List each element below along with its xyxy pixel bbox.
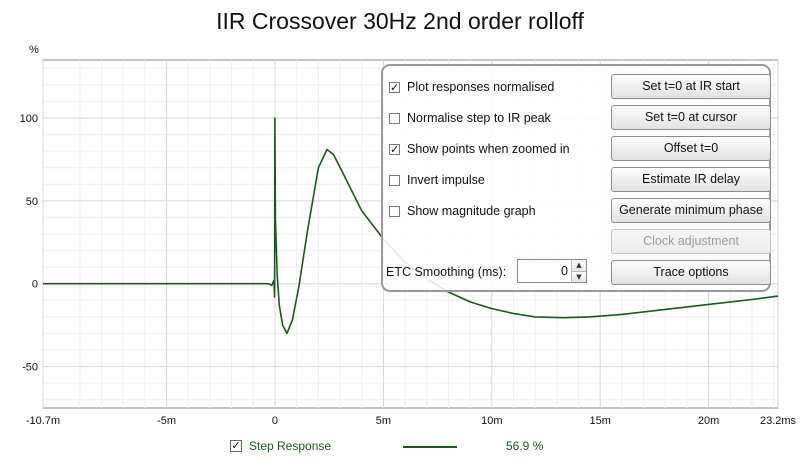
chart-title: IIR Crossover 30Hz 2nd order rolloff bbox=[216, 8, 584, 34]
checkbox-icon[interactable]: ✓ bbox=[389, 142, 400, 156]
x-tick-label: 10m bbox=[481, 415, 502, 427]
checkbox-label: Invert impulse bbox=[407, 173, 485, 187]
y-tick-label: 100 bbox=[20, 113, 38, 125]
legend-series-label: Step Response bbox=[249, 439, 332, 453]
checkbox-icon[interactable] bbox=[389, 174, 400, 186]
trace-options-button[interactable]: Trace options bbox=[611, 260, 771, 285]
checkbox-label: Normalise step to IR peak bbox=[407, 111, 551, 125]
offset-t0-button[interactable]: Offset t=0 bbox=[611, 136, 771, 161]
x-tick-label: 5m bbox=[376, 415, 391, 427]
normalise-step-checkbox[interactable]: Normalise step to IR peak bbox=[389, 109, 551, 127]
x-tick-label: -10.7m bbox=[26, 415, 60, 427]
set-t0-ir-start-button[interactable]: Set t=0 at IR start bbox=[611, 74, 771, 99]
plot-normalised-checkbox[interactable]: ✓ Plot responses normalised bbox=[389, 78, 554, 96]
clock-adjustment-button[interactable]: Clock adjustment bbox=[611, 229, 771, 254]
checkbox-label: Show magnitude graph bbox=[407, 204, 536, 218]
etc-smoothing-label: ETC Smoothing (ms): bbox=[386, 265, 507, 279]
legend-cursor-value: 56.9 % bbox=[506, 439, 544, 453]
y-axis-unit-label: % bbox=[29, 44, 39, 56]
show-magnitude-checkbox[interactable]: Show magnitude graph bbox=[389, 202, 536, 220]
legend-checkbox[interactable]: ✓ bbox=[230, 439, 242, 452]
etc-smoothing-value[interactable]: 0 bbox=[561, 264, 568, 278]
spin-down-icon[interactable]: ▼ bbox=[572, 271, 586, 282]
show-points-checkbox[interactable]: ✓ Show points when zoomed in bbox=[389, 140, 570, 158]
set-t0-cursor-button[interactable]: Set t=0 at cursor bbox=[611, 105, 771, 130]
x-tick-label: 20m bbox=[698, 415, 719, 427]
checkbox-icon[interactable]: ✓ bbox=[389, 80, 400, 94]
spin-up-icon[interactable]: ▲ bbox=[572, 260, 586, 271]
y-tick-label: -50 bbox=[22, 362, 38, 374]
x-tick-label: 0 bbox=[272, 415, 278, 427]
checkbox-icon[interactable] bbox=[389, 112, 400, 124]
generate-minimum-phase-button[interactable]: Generate minimum phase bbox=[611, 198, 771, 223]
legend-line-swatch bbox=[403, 446, 457, 448]
checkbox-icon[interactable] bbox=[389, 205, 400, 217]
checkbox-label: Plot responses normalised bbox=[407, 80, 555, 94]
etc-smoothing-spinner[interactable]: 0 ▲ ▼ bbox=[517, 259, 587, 283]
series-step-response-line bbox=[43, 117, 779, 335]
checkbox-label: Show points when zoomed in bbox=[407, 142, 570, 156]
y-tick-label: 0 bbox=[32, 279, 38, 291]
spinner-buttons[interactable]: ▲ ▼ bbox=[571, 260, 586, 282]
x-tick-label: 23.2ms bbox=[760, 415, 797, 427]
x-tick-label: -5m bbox=[157, 415, 176, 427]
estimate-ir-delay-button[interactable]: Estimate IR delay bbox=[611, 167, 771, 192]
graph-options-panel: ✓ Plot responses normalised Normalise st… bbox=[381, 64, 771, 292]
x-tick-label: 15m bbox=[590, 415, 611, 427]
y-tick-label: 50 bbox=[26, 196, 38, 208]
invert-impulse-checkbox[interactable]: Invert impulse bbox=[389, 171, 485, 189]
